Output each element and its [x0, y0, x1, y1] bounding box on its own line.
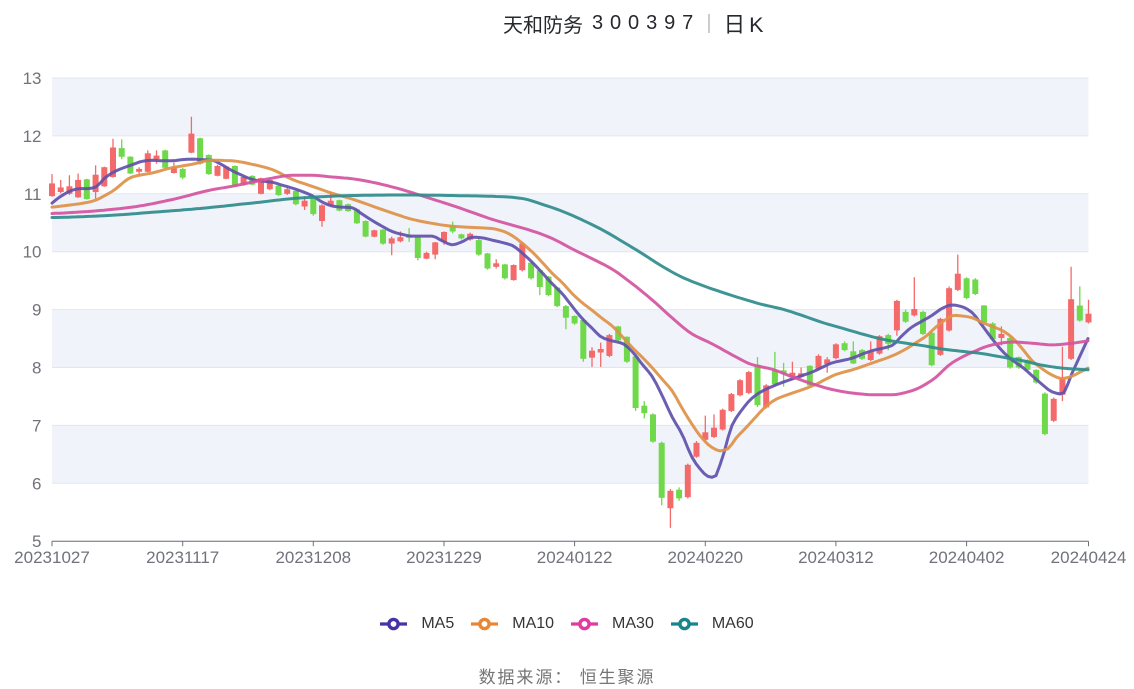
svg-text:13: 13 [23, 69, 42, 88]
svg-text:8: 8 [32, 359, 41, 378]
svg-text:20231117: 20231117 [146, 548, 219, 567]
svg-text:10: 10 [23, 243, 42, 262]
svg-text:12: 12 [23, 127, 42, 146]
svg-text:6: 6 [32, 474, 41, 493]
svg-text:20231229: 20231229 [406, 548, 482, 567]
svg-text:20231208: 20231208 [275, 548, 351, 567]
svg-text:5: 5 [32, 532, 41, 551]
svg-text:20240402: 20240402 [929, 548, 1005, 567]
svg-text:20231027: 20231027 [14, 548, 90, 567]
svg-text:9: 9 [32, 301, 41, 320]
svg-text:11: 11 [24, 185, 42, 204]
svg-text:7: 7 [32, 416, 41, 435]
svg-text:20240312: 20240312 [798, 548, 874, 567]
svg-text:20240220: 20240220 [667, 548, 743, 567]
svg-text:20240122: 20240122 [537, 548, 613, 567]
svg-text:20240424: 20240424 [1051, 548, 1127, 567]
